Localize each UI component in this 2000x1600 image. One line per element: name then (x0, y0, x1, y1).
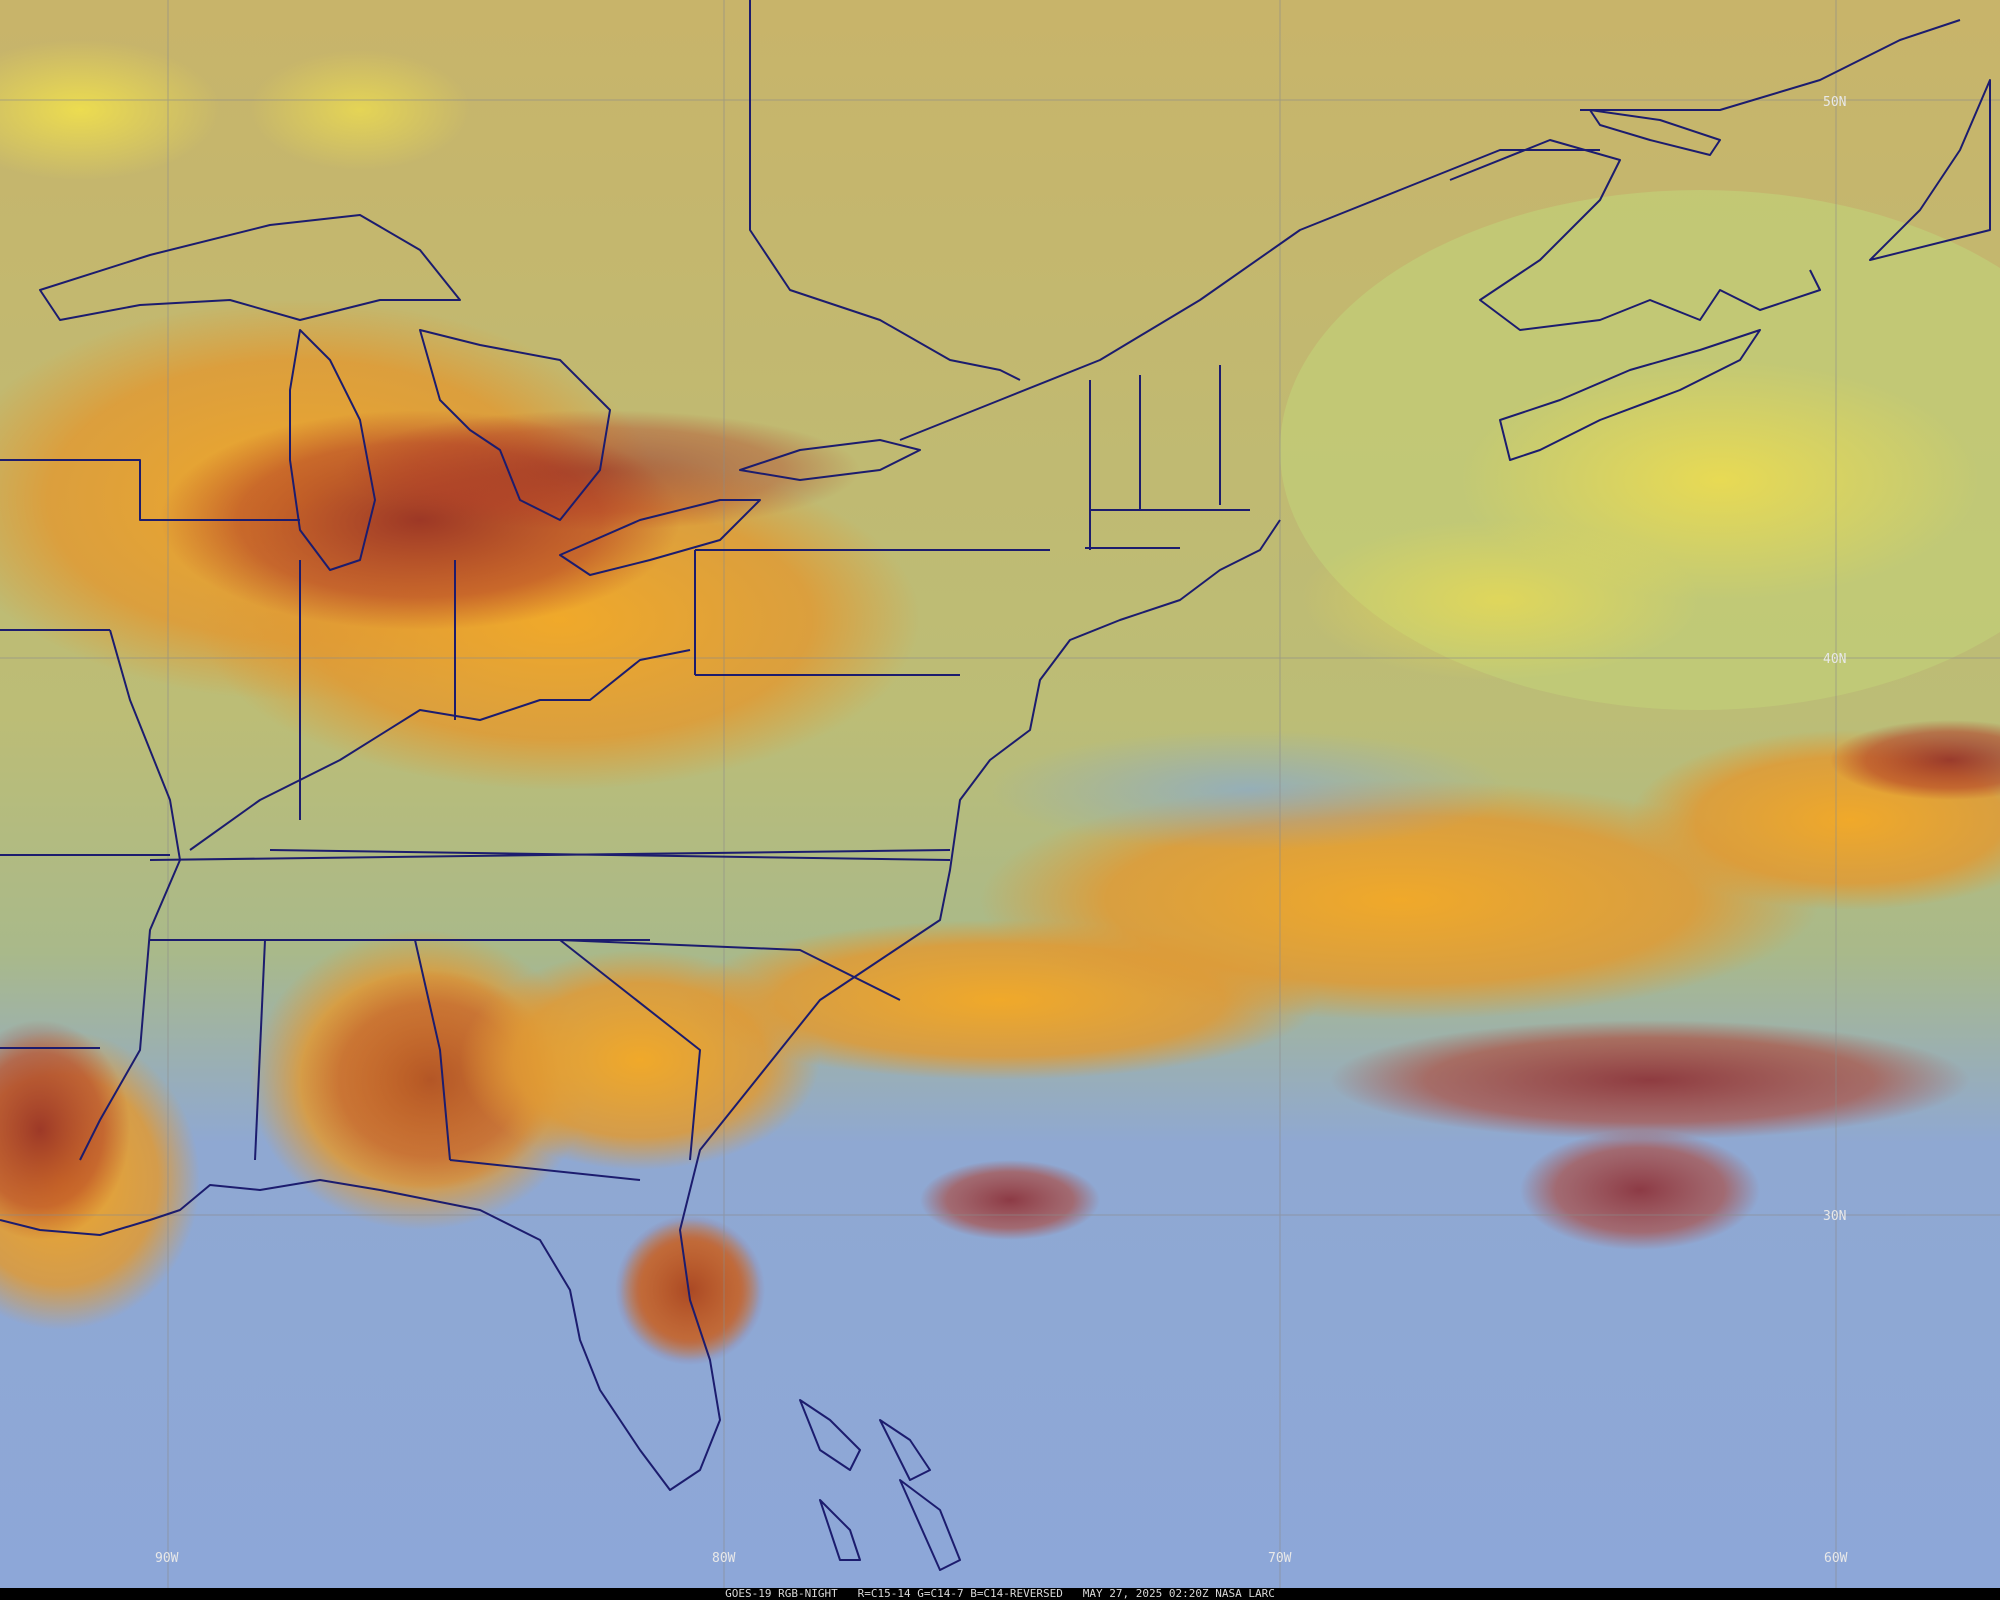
lon-label-70w: 70W (1268, 1551, 1292, 1566)
border-49th (0, 459, 300, 521)
border-ohio-river (189, 649, 691, 851)
border-mississippi (79, 629, 181, 1161)
bahamas-2 (879, 1419, 931, 1481)
lat-label-30n: 30N (1823, 1209, 1846, 1224)
border-ga-sc (559, 939, 701, 1161)
border-sc-nc (559, 939, 901, 1001)
lake-michigan (289, 329, 376, 571)
lon-label-90w: 90W (155, 1551, 179, 1566)
cloud-patch-nw (0, 40, 220, 180)
front-band-red-1 (1330, 1020, 1970, 1140)
convection-gulf-west-core (0, 1020, 130, 1240)
lake-ontario (739, 439, 921, 481)
front-band-red-2 (1830, 720, 2000, 800)
james-bay-coast (749, 0, 1021, 381)
lon-label-80w: 80W (712, 1551, 736, 1566)
gulf-of-st-lawrence (1449, 139, 1821, 331)
border-ga-fl (449, 1159, 641, 1181)
border-ms-al (254, 939, 266, 1161)
bahamas-3 (899, 1479, 961, 1571)
lat-label-40n: 40N (1823, 652, 1846, 667)
nova-scotia (1499, 329, 1761, 461)
labrador-coast (1580, 19, 1961, 111)
clear-ocean-blue (990, 730, 1510, 850)
lon-label-60w: 60W (1824, 1551, 1848, 1566)
lake-huron (419, 329, 611, 521)
convection-florida-core (615, 1215, 765, 1365)
boundaries (0, 0, 1991, 1571)
anticosti (1589, 109, 1721, 156)
lake-erie (559, 499, 761, 576)
us-east-coast (0, 519, 1281, 1491)
border-al-ga (414, 939, 451, 1161)
cloud-cluster-atlantic-2 (920, 1160, 1100, 1240)
image-caption: GOES-19 RGB-NIGHT R=C15-14 G=C14-7 B=C14… (0, 1588, 2000, 1600)
cloud-patch-ontario (250, 50, 470, 170)
lake-superior (39, 214, 461, 321)
low-cloud-atlantic-mid (1300, 520, 1700, 680)
newfoundland (1869, 79, 1991, 261)
border-va-nc (269, 849, 951, 861)
cloud-cluster-atlantic (1520, 1130, 1760, 1250)
st-lawrence-river (899, 149, 1600, 441)
lat-label-50n: 50N (1823, 95, 1846, 110)
bahamas-4 (819, 1499, 861, 1561)
bahamas-1 (799, 1399, 861, 1471)
